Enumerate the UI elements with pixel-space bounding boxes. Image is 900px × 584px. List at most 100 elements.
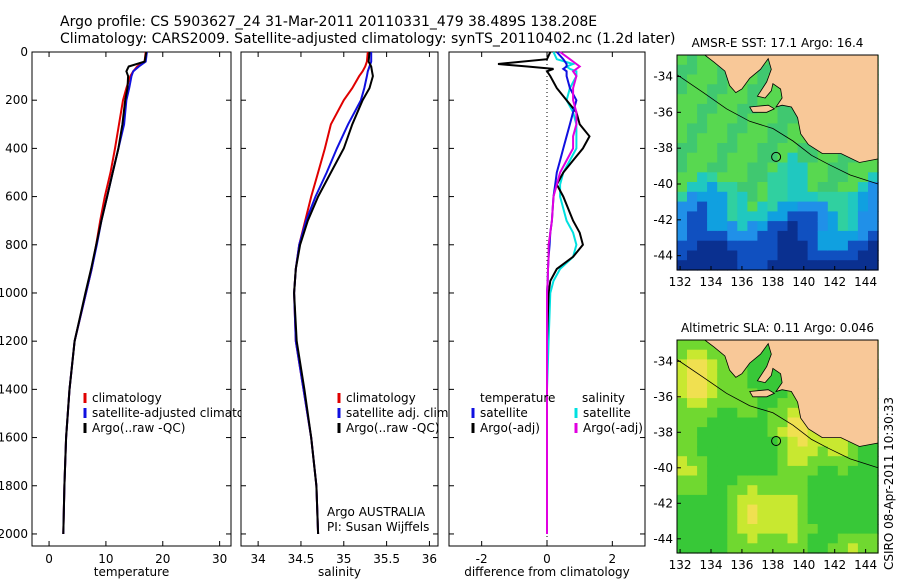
map-cell xyxy=(697,388,708,399)
map-cell xyxy=(747,133,759,144)
map-cell xyxy=(847,260,859,271)
map-cell xyxy=(687,398,698,409)
side-timestamp-label: CSIRO 08-Apr-2011 10:30:33 xyxy=(882,397,896,570)
map-cell xyxy=(817,250,829,261)
map-cell xyxy=(797,162,809,173)
map-cell xyxy=(787,211,799,222)
map-cell xyxy=(697,201,708,212)
map-cell xyxy=(767,427,779,438)
map-cell xyxy=(797,533,809,544)
map-cell xyxy=(827,494,839,506)
map-cell xyxy=(777,113,789,124)
map-cell xyxy=(827,436,839,448)
map-cell xyxy=(777,211,789,222)
map-cell xyxy=(837,152,849,164)
map-cell xyxy=(757,64,769,76)
map-cell xyxy=(717,446,728,457)
map-cell xyxy=(737,533,748,544)
map-cell xyxy=(687,465,698,477)
map-cell xyxy=(677,340,688,351)
y-tick-label: 0 xyxy=(20,45,28,59)
map-cell xyxy=(697,94,708,105)
map-cell xyxy=(677,240,688,252)
map-cell xyxy=(707,221,718,232)
map-cell xyxy=(677,504,688,515)
map-cell xyxy=(707,74,718,85)
map-cell xyxy=(767,446,779,457)
map-cell xyxy=(757,172,769,183)
sla-map-panel: Altimetric SLA: 0.11 Argo: 0.046 132 134 13… xyxy=(653,321,879,572)
map-cell xyxy=(687,250,698,261)
map-cell xyxy=(727,436,738,448)
map-cell xyxy=(717,407,728,419)
map-cell xyxy=(707,172,718,183)
map-cell xyxy=(747,524,759,535)
map-cell xyxy=(747,152,759,164)
map-x-tick-label: 136 xyxy=(730,275,753,289)
map-cell xyxy=(687,359,698,370)
map-cell xyxy=(777,133,789,144)
map-cell xyxy=(747,191,759,203)
map-cell xyxy=(777,162,789,173)
map-cell xyxy=(747,260,759,271)
map-cell xyxy=(697,427,708,438)
map-cell xyxy=(707,113,718,124)
map-cell xyxy=(857,475,869,486)
map-cell xyxy=(687,221,698,232)
map-cell xyxy=(827,221,839,232)
map-cell xyxy=(677,162,688,173)
map-cell xyxy=(687,533,698,544)
map-cell xyxy=(767,369,779,380)
map-cell xyxy=(857,465,869,477)
map-cell xyxy=(727,94,738,105)
map-cell xyxy=(757,191,769,203)
map-cell xyxy=(817,152,829,164)
map-cell xyxy=(697,230,708,242)
map-cell xyxy=(827,191,839,203)
map-cell xyxy=(727,123,738,134)
map-cell xyxy=(787,152,799,164)
map-cell xyxy=(707,211,718,222)
map-cell xyxy=(747,494,759,506)
map-x-tick-label: 134 xyxy=(700,275,723,289)
map-cell xyxy=(707,436,718,448)
map-cell xyxy=(807,485,819,496)
map-cell xyxy=(777,201,789,212)
map-cell xyxy=(717,543,728,554)
map-cell xyxy=(677,446,688,457)
map-cell xyxy=(787,113,799,124)
map-cell xyxy=(847,504,859,515)
map-cell xyxy=(737,260,748,271)
map-cell xyxy=(847,250,859,261)
map-cell xyxy=(827,172,839,183)
map-cell xyxy=(868,446,879,457)
map-cell xyxy=(767,398,779,409)
map-cell xyxy=(857,172,869,183)
map-cell xyxy=(717,533,728,544)
map-cell xyxy=(787,456,799,467)
map-cell xyxy=(717,133,728,144)
map-cell xyxy=(747,427,759,438)
map-cell xyxy=(687,504,698,515)
map-cell xyxy=(737,230,748,242)
map-cell xyxy=(787,514,799,525)
y-tick-label: 1400 xyxy=(0,382,28,396)
credit-line-1: Argo AUSTRALIA xyxy=(327,505,426,519)
x-tick-label: 2 xyxy=(609,552,617,566)
map-cell xyxy=(757,504,769,515)
map-cell xyxy=(717,84,728,95)
map-cell xyxy=(737,398,748,409)
legend-label: Argo(..raw -QC) xyxy=(92,421,185,435)
map-cell xyxy=(757,221,769,232)
map-cell xyxy=(757,378,769,389)
legend-label: satellite xyxy=(583,406,631,420)
map-cell xyxy=(767,417,779,428)
map-cell xyxy=(817,514,829,525)
map-cell xyxy=(737,407,748,419)
map-cell xyxy=(807,191,819,203)
map-cell xyxy=(817,543,829,554)
map-cell xyxy=(717,103,728,115)
map-cell xyxy=(868,524,879,535)
map-y-tick-label: -44 xyxy=(653,249,673,263)
map-cell xyxy=(727,388,738,399)
